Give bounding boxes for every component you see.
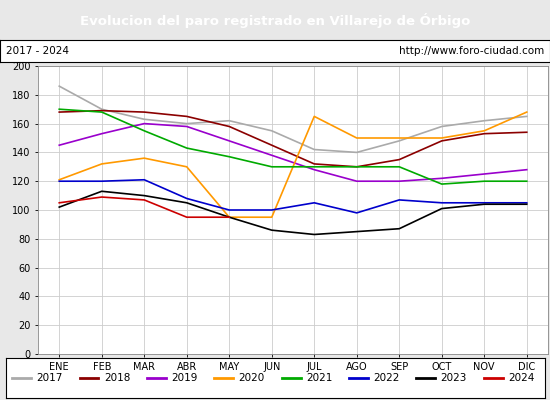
Text: http://www.foro-ciudad.com: http://www.foro-ciudad.com bbox=[399, 46, 544, 56]
Text: 2024: 2024 bbox=[508, 373, 535, 383]
Text: 2021: 2021 bbox=[306, 373, 332, 383]
Text: Evolucion del paro registrado en Villarejo de Órbigo: Evolucion del paro registrado en Villare… bbox=[80, 12, 470, 28]
Text: 2023: 2023 bbox=[441, 373, 467, 383]
Text: 2020: 2020 bbox=[239, 373, 265, 383]
Text: 2017: 2017 bbox=[36, 373, 63, 383]
Text: 2018: 2018 bbox=[104, 373, 130, 383]
Text: 2022: 2022 bbox=[373, 373, 400, 383]
Text: 2017 - 2024: 2017 - 2024 bbox=[6, 46, 69, 56]
Text: 2019: 2019 bbox=[171, 373, 197, 383]
